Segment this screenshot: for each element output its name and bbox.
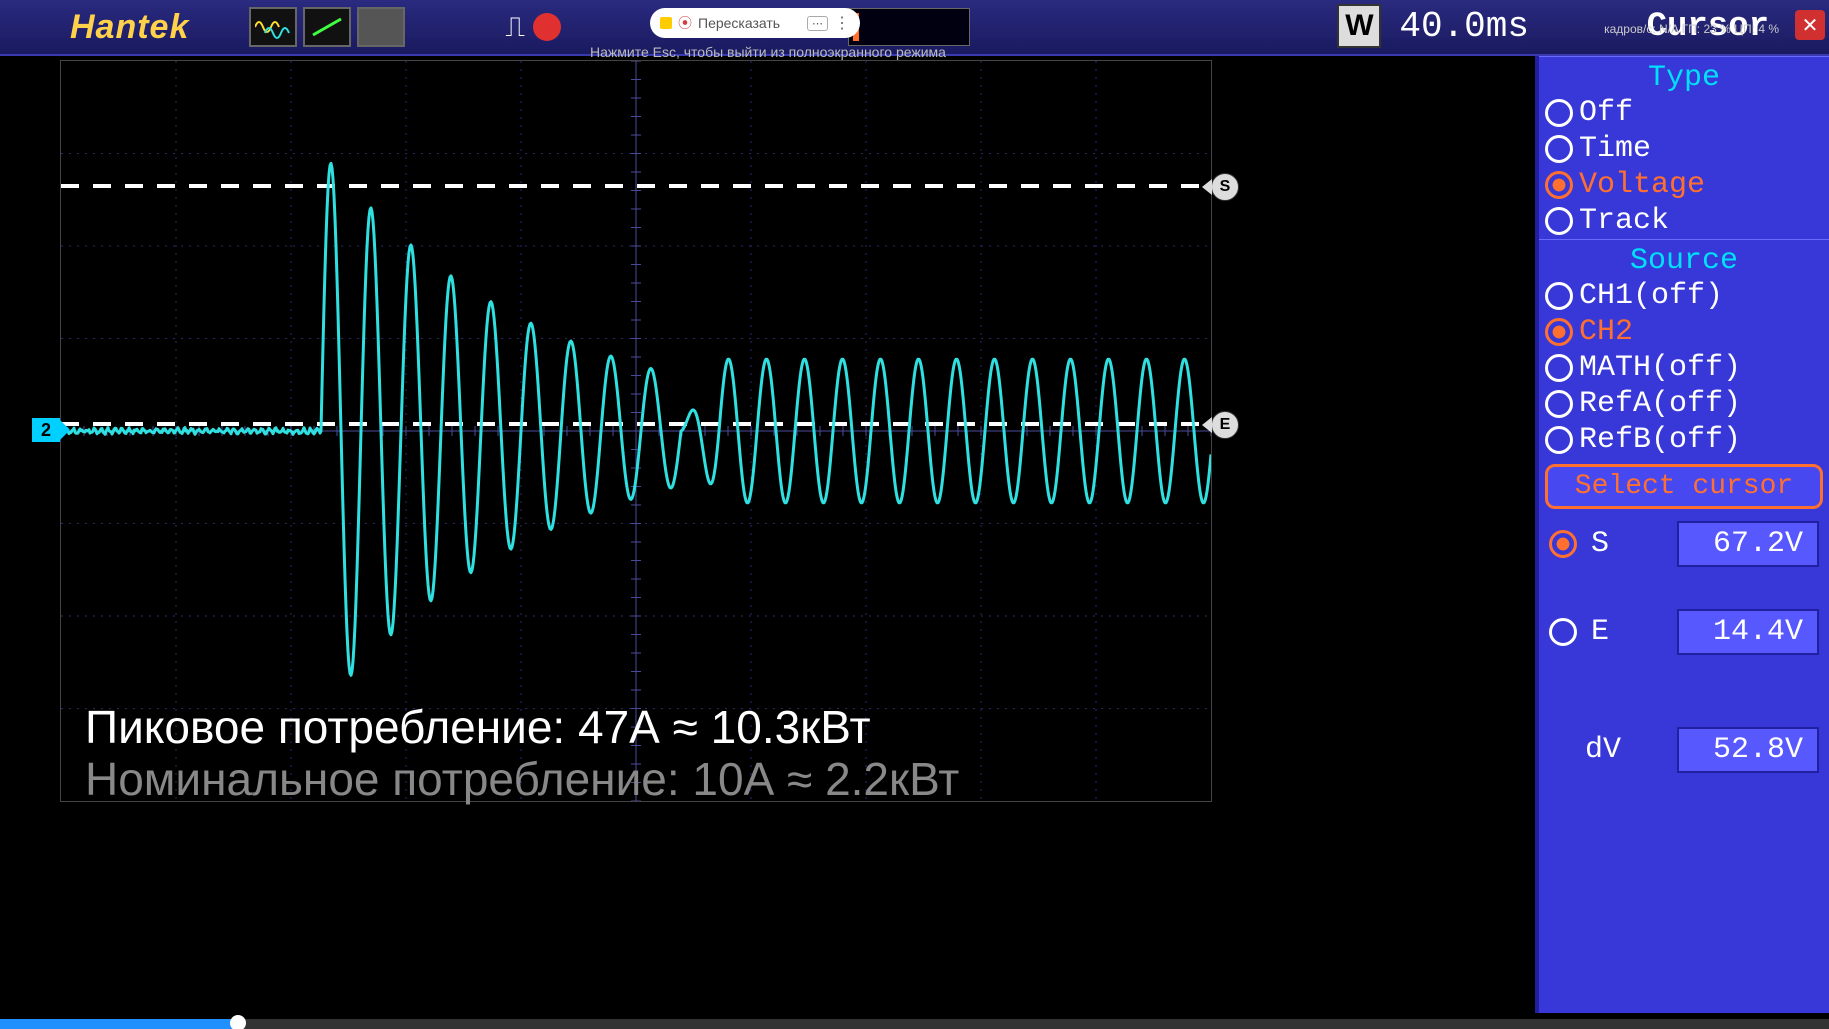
video-progress-bar[interactable] xyxy=(0,1019,1829,1029)
timebase-readout: W 40.0ms xyxy=(1337,4,1529,48)
source-option-label: RefA(off) xyxy=(1579,387,1741,421)
cursor-e-label: E xyxy=(1591,615,1609,649)
cursor-e-marker[interactable]: E xyxy=(1211,411,1239,439)
source-group-title: Source xyxy=(1539,239,1829,278)
oscilloscope-display: S E xyxy=(60,60,1212,802)
radio-icon xyxy=(1545,282,1573,310)
type-option-label: Voltage xyxy=(1579,168,1705,202)
esc-hint: Нажмите Esc, чтобы выйти из полноэкранно… xyxy=(590,44,946,60)
rec-small-icon: ⦿ xyxy=(678,13,692,33)
close-icon[interactable]: ✕ xyxy=(1795,10,1825,40)
cursor-s-readout[interactable]: S 67.2V xyxy=(1539,515,1829,573)
radio-icon xyxy=(1545,99,1573,127)
channel-2-marker[interactable]: 2 xyxy=(32,418,60,442)
browser-pill[interactable]: ⦿ Пересказать ⋯ ⋮ xyxy=(650,8,860,38)
source-option-ch2[interactable]: CH2 xyxy=(1539,314,1829,350)
source-option-label: MATH(off) xyxy=(1579,351,1741,385)
mode-other-icon[interactable] xyxy=(357,7,405,47)
mini-waveform-box xyxy=(848,8,970,46)
peak-consumption-text: Пиковое потребление: 47А ≈ 10.3кВт xyxy=(85,700,871,754)
cursor-e-value: 14.4V xyxy=(1677,609,1819,655)
nominal-consumption-text: Номинальное потребление: 10А ≈ 2.2кВт xyxy=(85,752,959,806)
mode-xy-icon[interactable] xyxy=(303,7,351,47)
source-option-refaoff[interactable]: RefA(off) xyxy=(1539,386,1829,422)
browser-pill-label: Пересказать xyxy=(698,15,780,31)
select-cursor-button[interactable]: Select cursor xyxy=(1545,464,1823,509)
radio-icon xyxy=(1545,426,1573,454)
type-option-label: Track xyxy=(1579,204,1669,238)
cursor-dv-value: 52.8V xyxy=(1677,727,1819,773)
w-indicator: W xyxy=(1337,4,1381,48)
cursor-e-radio[interactable] xyxy=(1549,618,1577,646)
mode-yt-icon[interactable] xyxy=(249,7,297,47)
cursor-s-label: S xyxy=(1591,527,1609,561)
radio-icon xyxy=(1545,390,1573,418)
type-option-label: Off xyxy=(1579,96,1633,130)
brand-logo: Hantek xyxy=(70,8,189,47)
type-option-track[interactable]: Track xyxy=(1539,203,1829,239)
perf-stats: кадров/с: N/A ГП: 23 % ЦП: 4 % xyxy=(1604,22,1779,36)
cursor-e-readout[interactable]: E 14.4V xyxy=(1539,603,1829,661)
source-option-ch1off[interactable]: CH1(off) xyxy=(1539,278,1829,314)
radio-icon xyxy=(1545,207,1573,235)
cursor-s-value: 67.2V xyxy=(1677,521,1819,567)
progress-thumb[interactable] xyxy=(230,1015,246,1029)
radio-icon xyxy=(1545,135,1573,163)
type-option-off[interactable]: Off xyxy=(1539,95,1829,131)
radio-icon xyxy=(1545,171,1573,199)
waveform-svg xyxy=(61,61,1211,801)
source-option-label: CH1(off) xyxy=(1579,279,1723,313)
cursor-s-marker[interactable]: S xyxy=(1211,173,1239,201)
type-group-title: Type xyxy=(1539,56,1829,95)
trigger-pulse-icon: ⎍ xyxy=(505,11,525,44)
trigger-area: ⎍ xyxy=(505,11,561,44)
cursor-s-radio[interactable] xyxy=(1549,530,1577,558)
type-option-voltage[interactable]: Voltage xyxy=(1539,167,1829,203)
side-panel: Type OffTimeVoltageTrack Source CH1(off)… xyxy=(1535,56,1829,1013)
cursor-dv-label: dV xyxy=(1585,733,1621,767)
yandex-icon xyxy=(660,17,672,29)
type-option-label: Time xyxy=(1579,132,1651,166)
timebase-value: 40.0ms xyxy=(1399,6,1529,47)
type-option-time[interactable]: Time xyxy=(1539,131,1829,167)
source-option-refboff[interactable]: RefB(off) xyxy=(1539,422,1829,458)
pill-options-icon[interactable]: ⋯ xyxy=(807,16,828,31)
source-option-label: CH2 xyxy=(1579,315,1633,349)
pill-menu-icon[interactable]: ⋮ xyxy=(834,13,850,33)
radio-icon xyxy=(1545,318,1573,346)
radio-icon xyxy=(1545,354,1573,382)
record-indicator-icon xyxy=(533,13,561,41)
source-option-mathoff[interactable]: MATH(off) xyxy=(1539,350,1829,386)
source-option-label: RefB(off) xyxy=(1579,423,1741,457)
mode-icons xyxy=(249,7,405,47)
cursor-dv-readout: dV 52.8V xyxy=(1539,721,1829,779)
